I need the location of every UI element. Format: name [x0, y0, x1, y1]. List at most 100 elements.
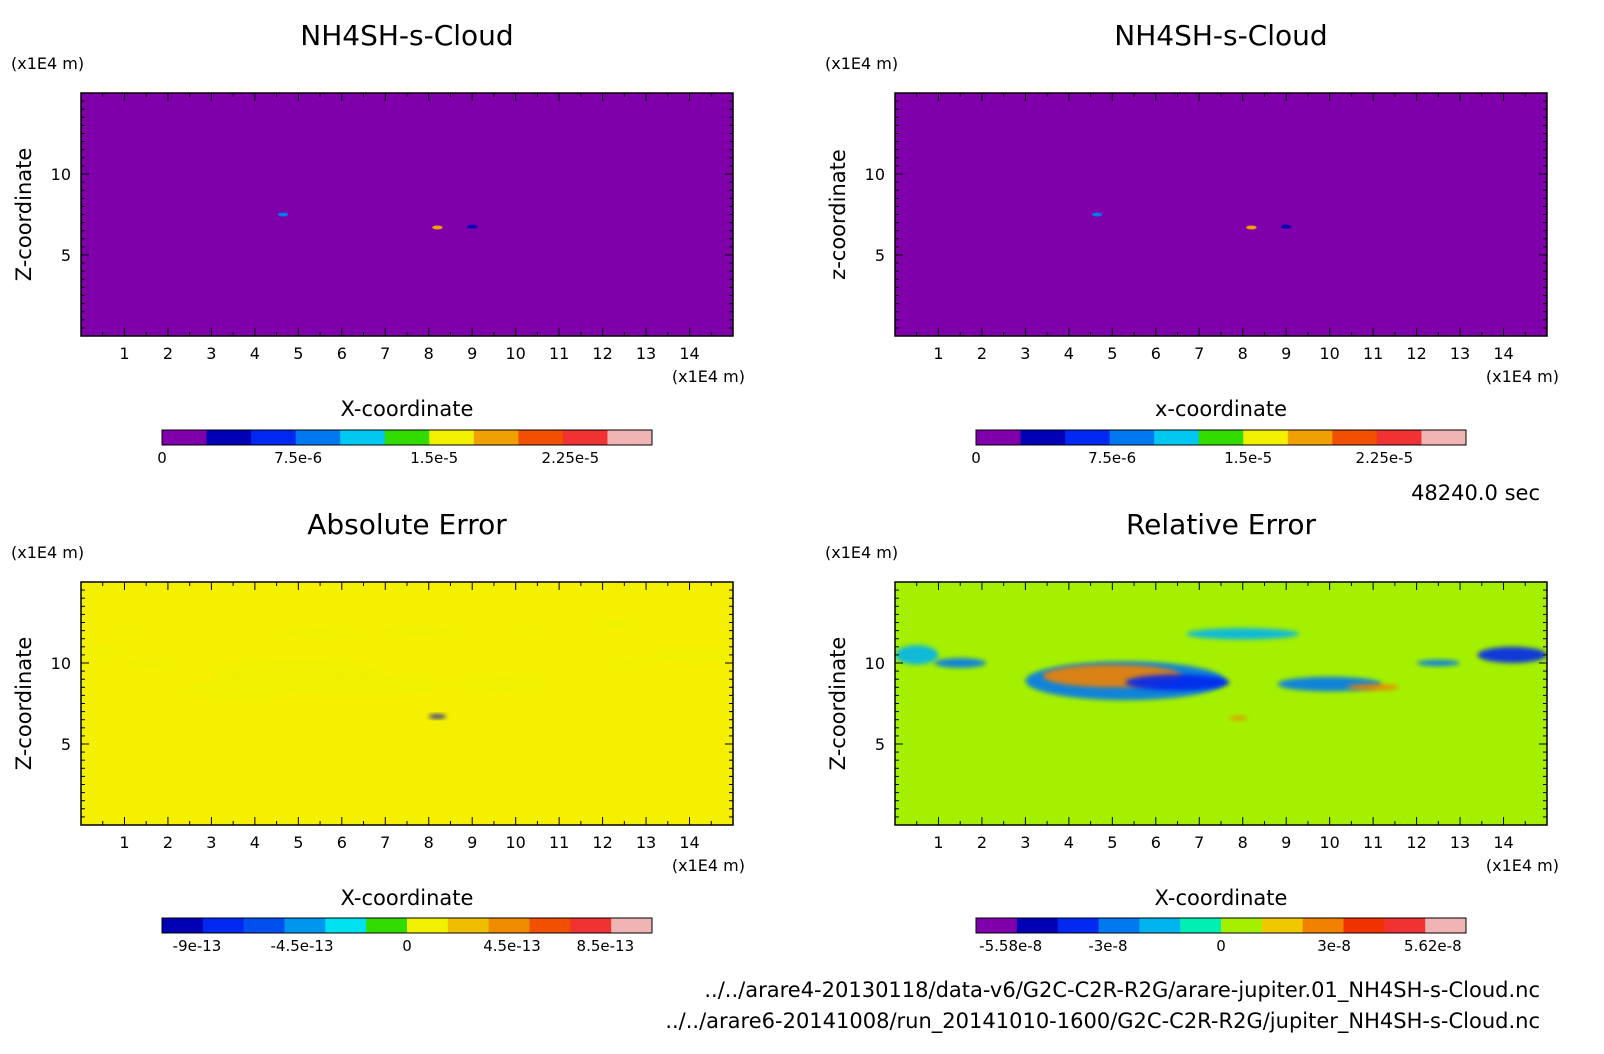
colorbar-swatch	[1065, 430, 1111, 445]
feature-2	[81, 641, 116, 659]
x-tick-label: 12	[592, 833, 612, 852]
file-path-1: ../../arare4-20130118/data-v6/G2C-C2R-R2…	[704, 978, 1540, 1003]
feature-3	[124, 658, 177, 668]
x-tick-label: 1	[933, 344, 943, 363]
plot-area	[895, 582, 1547, 825]
colorbar-tick-label: -4.5e-13	[271, 937, 334, 955]
x-tick-label: 13	[636, 344, 656, 363]
x-tick-label: 7	[380, 344, 390, 363]
x-tick-label: 4	[1064, 344, 1074, 363]
colorbar-tick-label: 8.5e-13	[577, 937, 635, 955]
colorbar-swatch	[1221, 918, 1263, 933]
x-tick-label: 13	[636, 833, 656, 852]
colorbar-swatch	[607, 430, 653, 445]
x-tick-label: 3	[206, 833, 216, 852]
y-tick-label: 10	[865, 165, 885, 184]
y-axis-label: z-coordinate	[826, 149, 850, 280]
x-tick-label: 1	[933, 833, 943, 852]
x-tick-label: 9	[467, 344, 477, 363]
colorbar-swatch	[251, 430, 297, 445]
x-tick-label: 1	[119, 833, 129, 852]
x-unit-label: (x1E4 m)	[672, 856, 745, 875]
colorbar-swatch	[1425, 918, 1467, 933]
y-axis-label: Z-coordinate	[12, 637, 36, 771]
colorbar-swatch	[1243, 430, 1289, 445]
feature-3	[466, 224, 478, 229]
feature-7	[276, 628, 364, 639]
x-tick-label: 8	[424, 344, 434, 363]
x-tick-label: 12	[1406, 833, 1426, 852]
chart-panel-2: NH4SH-s-Cloud(x1E4 m)1 2 3 4 5 6 7 8 9 10 11 12 13 14…	[825, 19, 1559, 467]
colorbar-swatch	[976, 430, 1022, 445]
x-tick-label: 9	[1281, 344, 1291, 363]
colorbar-tick-label: 1.5e-5	[1224, 449, 1272, 467]
x-tick-label: 14	[1493, 833, 1513, 852]
colorbar-tick-label: 1.5e-5	[410, 449, 458, 467]
y-tick-label: 5	[61, 735, 71, 754]
x-axis-label: x-coordinate	[1155, 397, 1287, 421]
x-tick-label: 9	[467, 833, 477, 852]
x-tick-label: 2	[163, 833, 173, 852]
x-tick-label: 13	[1450, 833, 1470, 852]
colorbar-swatch	[1287, 430, 1333, 445]
x-axis-label: X-coordinate	[341, 397, 474, 421]
colorbar-swatch	[1139, 918, 1181, 933]
colorbar-swatch	[562, 430, 608, 445]
colorbar-tick-label: 5.62e-8	[1404, 937, 1462, 955]
x-tick-label: 6	[337, 833, 347, 852]
x-tick-label: 3	[1020, 344, 1030, 363]
feature-6	[285, 675, 442, 696]
colorbar-swatch	[611, 918, 653, 933]
colorbar-swatch	[1020, 430, 1066, 445]
y-axis-label: Z-coordinate	[12, 148, 36, 282]
feature-10	[513, 624, 544, 631]
colorbar-tick-label: 0	[402, 937, 412, 955]
file-path-2: ../../arare6-20141008/run_20141010-1600/…	[665, 1009, 1540, 1034]
x-tick-label: 14	[1493, 344, 1513, 363]
chart-title: NH4SH-s-Cloud	[1114, 19, 1327, 52]
field-features	[81, 620, 729, 719]
y-tick-label: 5	[875, 246, 885, 265]
feature-14	[428, 714, 447, 719]
feature-8	[1347, 684, 1400, 691]
x-tick-label: 2	[977, 344, 987, 363]
y-axis-label: Z-coordinate	[826, 637, 850, 771]
y-unit-label: (x1E4 m)	[825, 543, 898, 562]
colorbar-swatch	[1302, 918, 1344, 933]
x-tick-label: 5	[1107, 833, 1117, 852]
feature-1	[895, 645, 939, 665]
chart-panel-1: NH4SH-s-Cloud(x1E4 m)1 2 3 4 5 6 7 8 9 10 11 12 13 14…	[11, 19, 745, 467]
x-tick-label: 13	[1450, 344, 1470, 363]
colorbar-tick-label: 0	[971, 449, 981, 467]
colorbar-swatch	[340, 430, 386, 445]
x-unit-label: (x1E4 m)	[1486, 367, 1559, 386]
colorbar-tick-label: 2.25e-5	[1356, 449, 1414, 467]
colorbar-swatch	[976, 918, 1018, 933]
colorbar-swatch	[1332, 430, 1378, 445]
feature-3	[1280, 224, 1292, 229]
y-unit-label: (x1E4 m)	[11, 54, 84, 73]
x-tick-label: 5	[293, 833, 303, 852]
colorbar-swatch	[447, 918, 490, 933]
colorbar: -5.58e-8 -3e-8 0 3e-8 5.62e-8	[975, 917, 1467, 955]
colorbar-swatch	[1109, 430, 1155, 445]
colorbar-swatch	[366, 918, 408, 933]
plot-area	[895, 93, 1547, 336]
colorbar-swatch	[518, 430, 564, 445]
x-tick-label: 12	[592, 344, 612, 363]
colorbar-tick-label: 4.5e-13	[483, 937, 541, 955]
feature-1	[1091, 212, 1103, 217]
colorbar-frame	[161, 429, 653, 446]
colorbar: 0 7.5e-6 1.5e-5 2.25e-5	[157, 429, 653, 467]
colorbar-tick-label: 0	[1216, 937, 1226, 955]
feature-10	[1477, 646, 1547, 664]
colorbar-tick-label: 0	[157, 449, 167, 467]
colorbar-swatch	[202, 918, 245, 933]
colorbar-swatch	[1384, 918, 1426, 933]
colorbar-swatch	[1343, 918, 1385, 933]
feature-1	[113, 623, 145, 632]
colorbar-tick-label: -5.58e-8	[979, 937, 1042, 955]
field-features	[895, 628, 1547, 721]
colorbar-swatch	[325, 918, 367, 933]
colorbar-tick-label: -9e-13	[173, 937, 222, 955]
